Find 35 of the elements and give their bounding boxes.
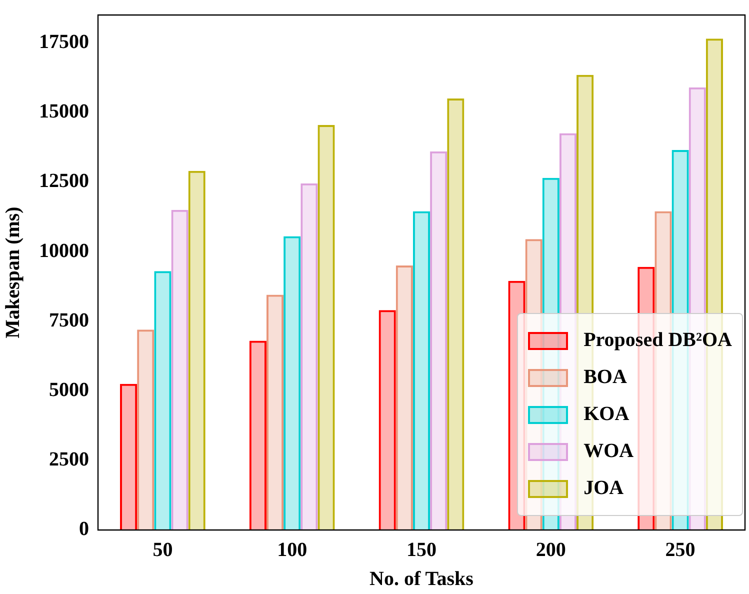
bar (378, 310, 396, 530)
bar (318, 124, 335, 530)
bar (154, 271, 172, 530)
x-tick-label: 250 (665, 539, 696, 562)
bar (171, 210, 188, 530)
bar (430, 151, 448, 530)
x-tick-label: 200 (536, 539, 566, 562)
y-axis-title: Makespan (ms) (2, 206, 24, 338)
y-tick-label: 5000 (49, 378, 89, 401)
bar (396, 266, 413, 530)
bar (137, 330, 154, 530)
y-tick-label: 15000 (39, 100, 89, 123)
legend-label: JOA (584, 477, 624, 500)
legend-label: Proposed DB²OA (584, 329, 732, 352)
y-tick-label: 2500 (49, 448, 89, 471)
legend-label: BOA (584, 366, 627, 389)
bar (447, 98, 464, 530)
x-axis-title: No. of Tasks (370, 568, 474, 590)
bar (266, 294, 284, 530)
y-tick-label: 12500 (39, 170, 89, 192)
x-tick-label: 100 (277, 539, 308, 562)
bar (188, 170, 206, 530)
bar (284, 236, 301, 530)
legend-label: WOA (584, 440, 634, 463)
bar (120, 384, 138, 530)
y-tick-label: 10000 (39, 240, 89, 262)
y-tick-label: 17500 (39, 31, 89, 54)
x-tick-label: 50 (152, 539, 173, 562)
bar (412, 211, 430, 530)
legend-label: KOA (584, 403, 630, 426)
y-tick-label: 0 (79, 518, 89, 540)
x-tick-label: 150 (406, 539, 436, 562)
y-tick-label: 7500 (49, 309, 89, 332)
bar (300, 183, 318, 530)
bar (249, 340, 266, 530)
